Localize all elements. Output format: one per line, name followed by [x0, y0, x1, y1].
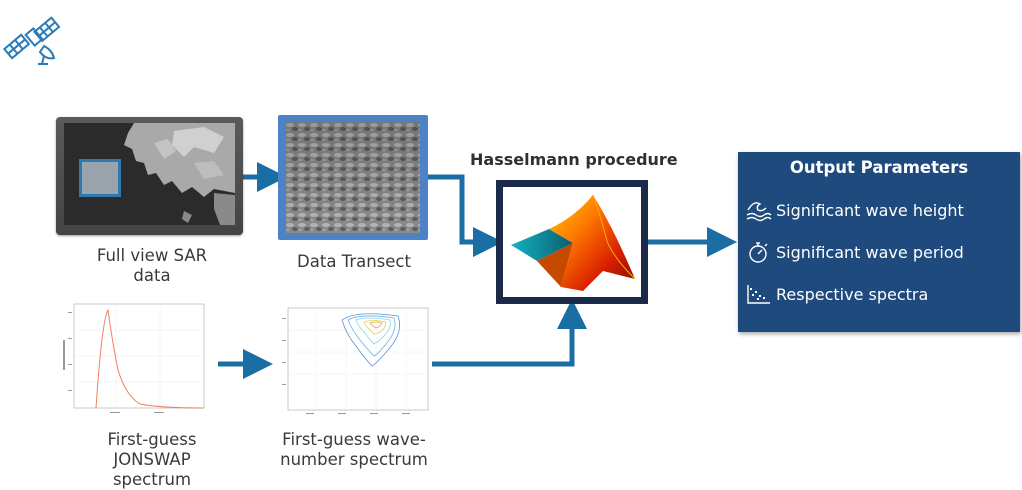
scatter-plot-icon [746, 282, 772, 306]
satellite-icon [2, 12, 64, 68]
data-transect-caption: Data Transect [297, 252, 411, 271]
wavenumber-spectrum-plot [276, 300, 432, 418]
wavenumber-caption: First-guess wave- number spectrum [280, 430, 428, 469]
arrow-wavenumber-to-hasselmann [428, 299, 587, 367]
surface-plot-icon [511, 194, 636, 291]
output-item-label: Significant wave height [776, 200, 964, 220]
output-item-label: Respective spectra [776, 284, 929, 304]
stopwatch-icon [746, 240, 772, 264]
sar-region-of-interest [79, 159, 121, 197]
hasselmann-title: Hasselmann procedure [470, 150, 678, 169]
wave-icon [746, 198, 772, 222]
output-item-spectra: Respective spectra [746, 280, 928, 308]
jonswap-caption: First-guess JONSWAP spectrum [107, 430, 197, 489]
output-parameters-title: Output Parameters [789, 158, 969, 177]
output-item-wave-height: Significant wave height [746, 196, 964, 224]
data-transect-image [278, 115, 428, 240]
arrow-transect-to-hasselmann [428, 174, 503, 257]
output-item-wave-period: Significant wave period [746, 238, 964, 266]
output-item-label: Significant wave period [776, 242, 964, 262]
jonswap-spectrum-plot [60, 300, 210, 418]
output-parameters-panel: Output Parameters Significant wave heigh… [738, 152, 1020, 332]
hasselmann-procedure-box [496, 180, 648, 304]
sar-full-view-caption: Full view SAR data [96, 246, 208, 285]
